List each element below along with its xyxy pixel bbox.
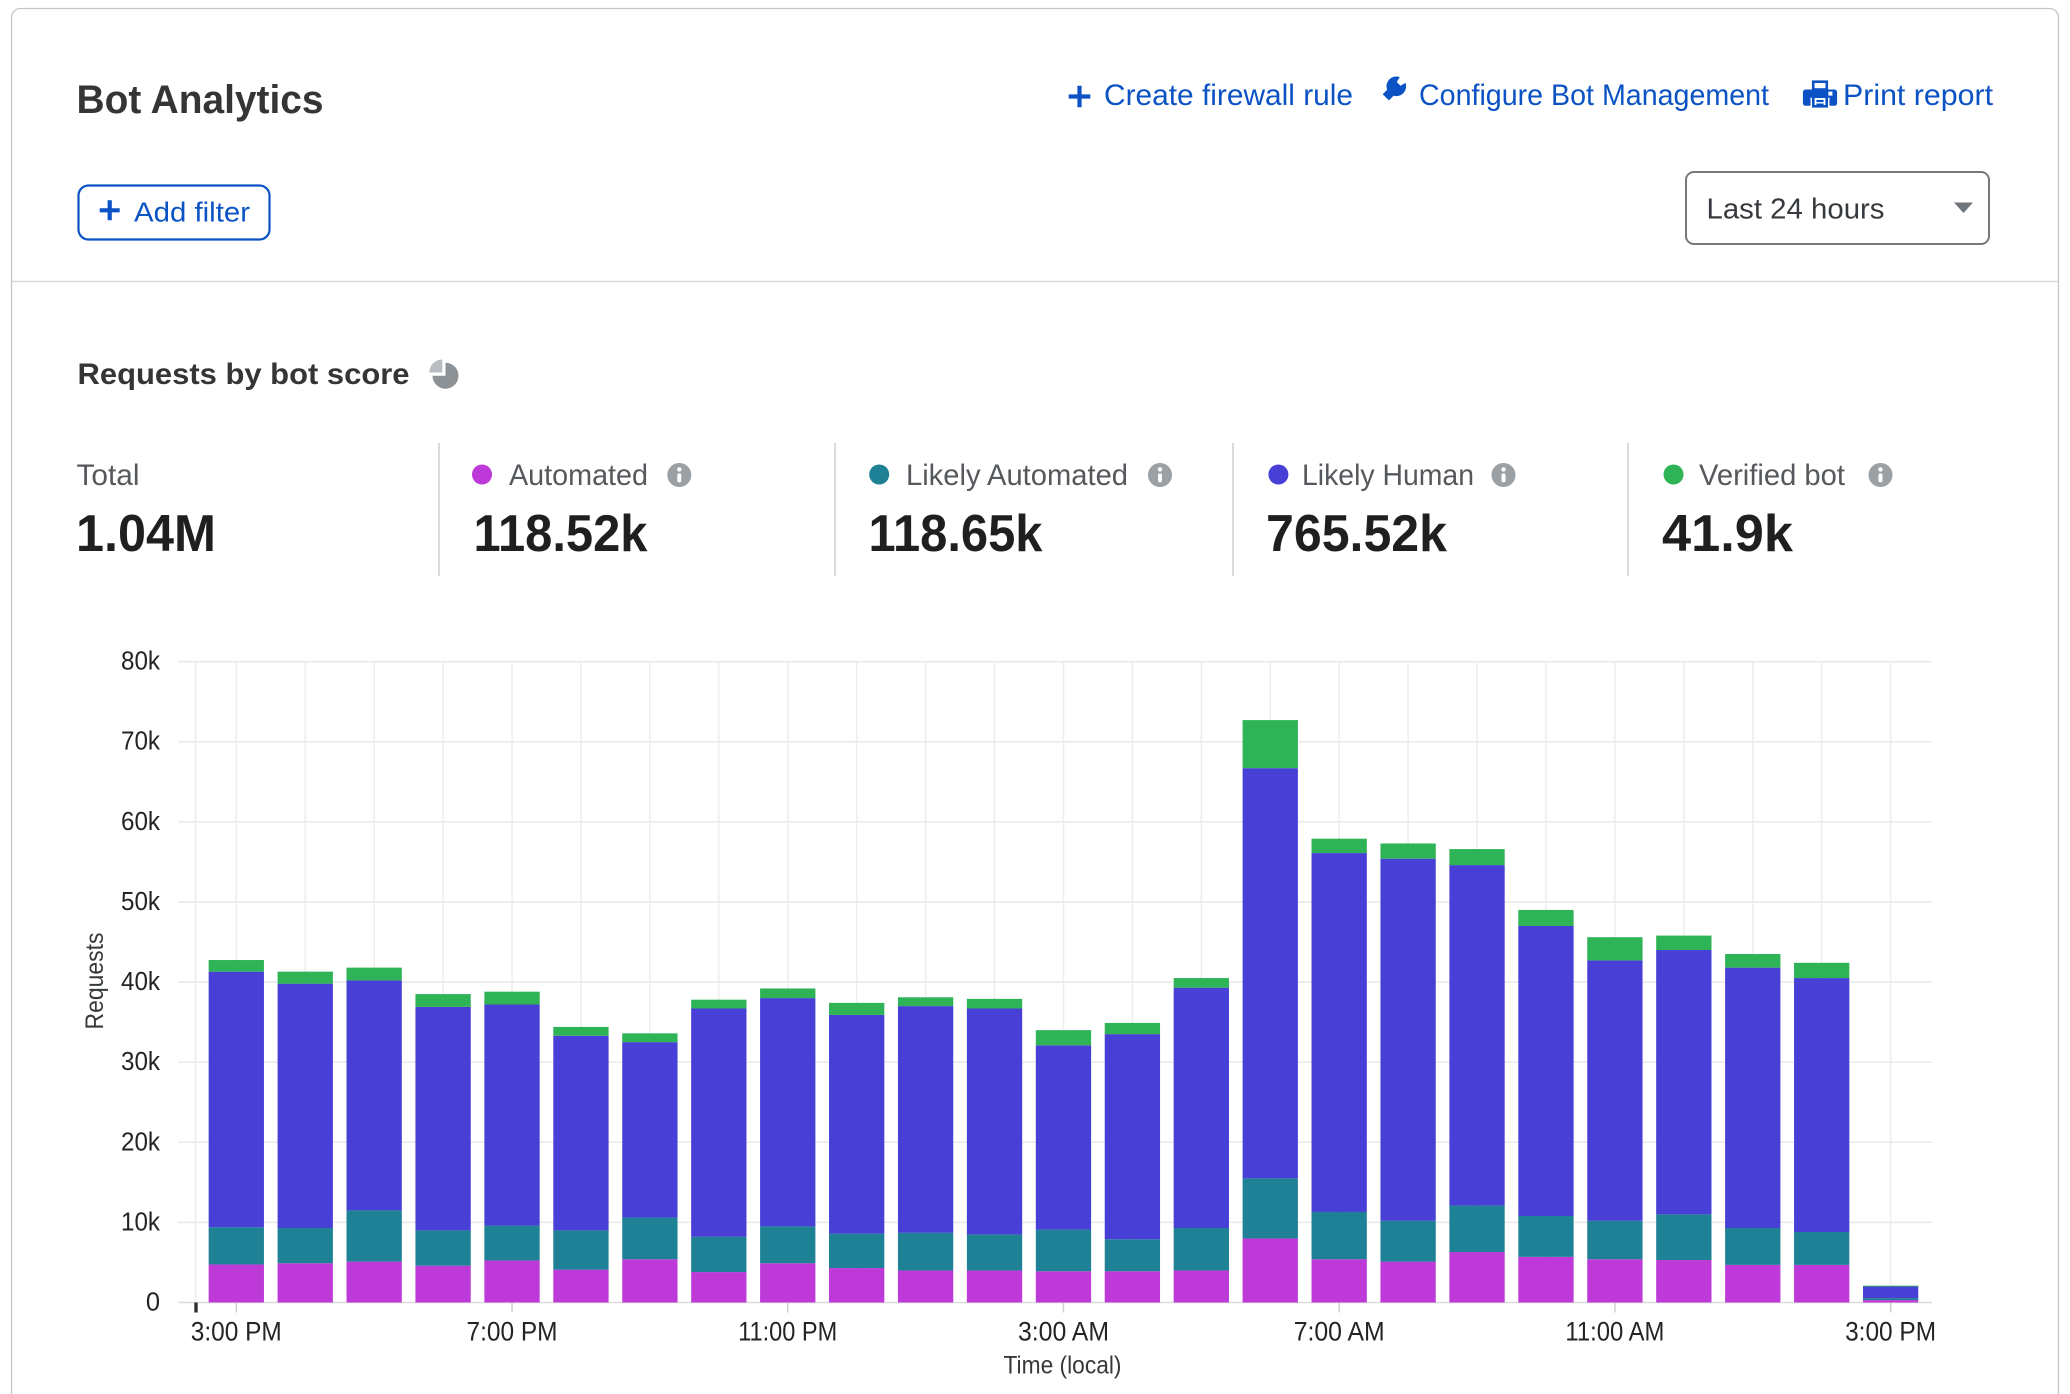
- svg-text:30k: 30k: [121, 1048, 160, 1076]
- svg-text:Add filter: Add filter: [134, 196, 250, 227]
- svg-text:7:00 AM: 7:00 AM: [1294, 1317, 1385, 1347]
- svg-text:7:00 PM: 7:00 PM: [467, 1317, 558, 1347]
- svg-text:11:00 AM: 11:00 AM: [1565, 1317, 1664, 1347]
- svg-text:Bot Analytics: Bot Analytics: [77, 78, 324, 122]
- svg-text:Requests: Requests: [81, 933, 109, 1030]
- svg-text:3:00 PM: 3:00 PM: [1845, 1317, 1936, 1347]
- svg-text:40k: 40k: [121, 968, 160, 996]
- svg-text:Time (local): Time (local): [1004, 1352, 1122, 1380]
- svg-text:60k: 60k: [121, 808, 160, 836]
- svg-text:Automated: Automated: [509, 459, 648, 492]
- svg-text:Create firewall rule: Create firewall rule: [1104, 79, 1353, 112]
- svg-text:118.52k: 118.52k: [474, 505, 648, 563]
- svg-text:Print report: Print report: [1843, 79, 1994, 112]
- svg-text:0: 0: [146, 1289, 160, 1317]
- svg-text:Last 24 hours: Last 24 hours: [1707, 194, 1885, 226]
- svg-text:Configure Bot Management: Configure Bot Management: [1419, 79, 1770, 112]
- svg-text:10k: 10k: [121, 1208, 160, 1236]
- svg-text:118.65k: 118.65k: [869, 505, 1043, 563]
- svg-text:Likely Human: Likely Human: [1302, 459, 1474, 492]
- svg-text:Verified bot: Verified bot: [1699, 459, 1846, 492]
- svg-text:Requests by bot score: Requests by bot score: [78, 358, 410, 391]
- svg-text:11:00 PM: 11:00 PM: [738, 1317, 837, 1347]
- svg-text:50k: 50k: [121, 888, 160, 916]
- svg-text:Likely Automated: Likely Automated: [906, 459, 1128, 492]
- svg-text:Total: Total: [77, 459, 140, 492]
- svg-text:41.9k: 41.9k: [1662, 505, 1793, 563]
- svg-text:70k: 70k: [121, 728, 160, 756]
- svg-text:3:00 AM: 3:00 AM: [1018, 1317, 1109, 1347]
- svg-text:765.52k: 765.52k: [1266, 505, 1447, 563]
- svg-text:20k: 20k: [121, 1128, 160, 1156]
- svg-text:1.04M: 1.04M: [76, 505, 216, 563]
- svg-text:3:00 PM: 3:00 PM: [191, 1317, 282, 1347]
- svg-text:80k: 80k: [121, 648, 160, 676]
